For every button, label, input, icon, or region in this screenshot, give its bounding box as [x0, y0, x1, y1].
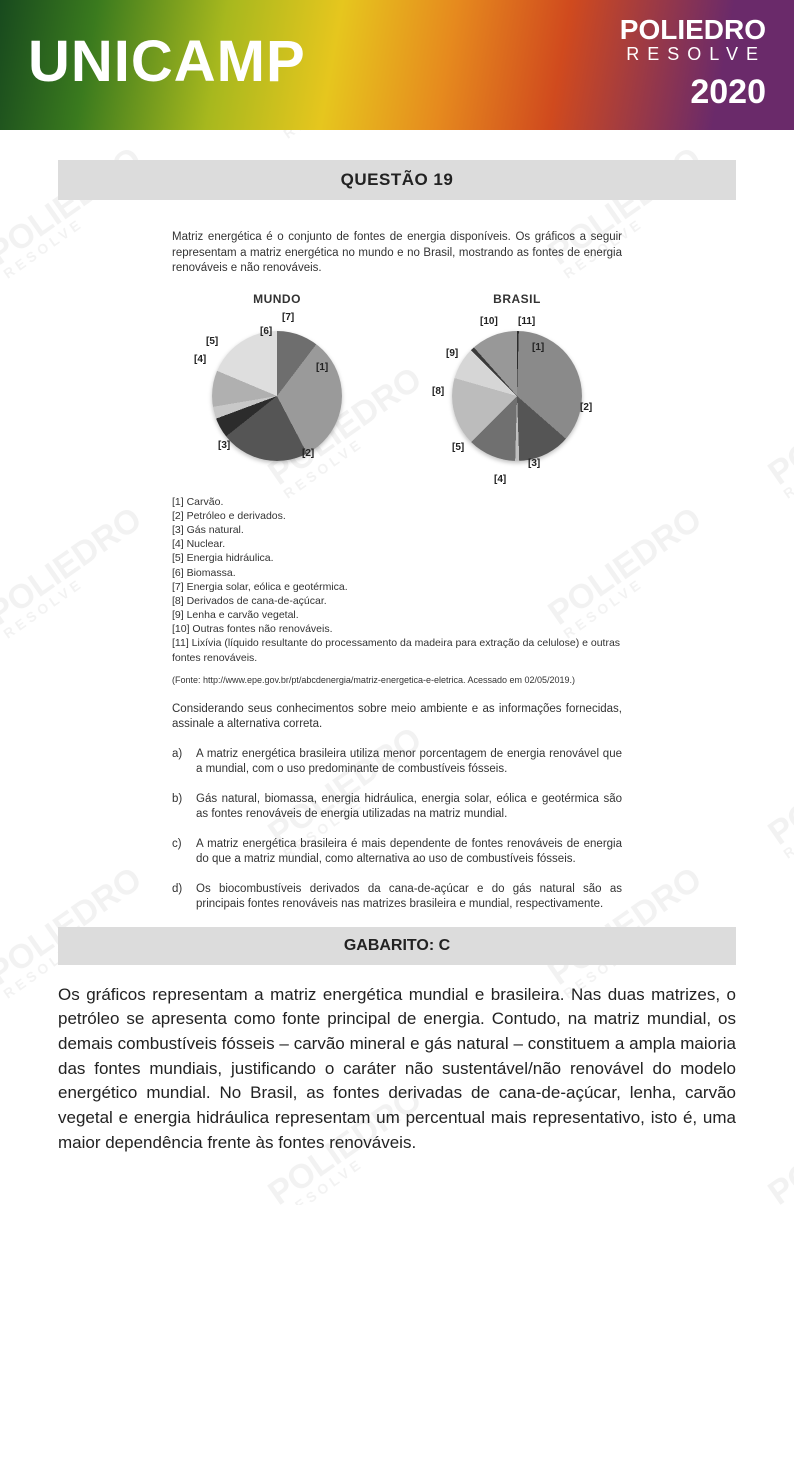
legend-item: [1] Carvão. [172, 495, 622, 509]
mundo-pie-wrap: [1] [2] [3] [4][5] [6] [7] [192, 311, 362, 481]
legend-item: [5] Energia hidráulica. [172, 551, 622, 565]
pie-slice-label: [4] [194, 353, 206, 367]
page-content: QUESTÃO 19 Matriz energética é o conjunt… [0, 130, 794, 1205]
legend-item: [10] Outras fontes não renováveis. [172, 622, 622, 636]
alternative-key: b) [172, 792, 196, 823]
alternative-key: d) [172, 882, 196, 913]
source-citation: (Fonte: http://www.epe.gov.br/pt/abcdene… [172, 675, 622, 686]
mundo-pie [212, 331, 342, 461]
alternative-text: Gás natural, biomassa, energia hidráulic… [196, 792, 622, 823]
pie-slice-label: [1] [532, 341, 544, 355]
alternative-text: A matriz energética brasileira é mais de… [196, 837, 622, 868]
brasil-pie [452, 331, 582, 461]
answer-title-bar: GABARITO: C [58, 927, 736, 965]
brasil-chart-col: BRASIL [1][2][3][4][5][8][9][10][11] [412, 291, 622, 481]
legend-item: [11] Lixívia (líquido resultante do proc… [172, 636, 622, 664]
pie-slice-label: [8] [432, 385, 444, 399]
mundo-chart-col: MUNDO [1] [2] [3] [4][5] [6] [7] [172, 291, 382, 481]
brasil-chart-title: BRASIL [412, 291, 622, 307]
pie-slice-label: [4] [494, 473, 506, 487]
pie-slice-label: [2] [302, 447, 314, 461]
alternatives-list: a)A matriz energética brasileira utiliza… [172, 747, 622, 913]
alternative: b)Gás natural, biomassa, energia hidrául… [172, 792, 622, 823]
alternative-text: Os biocombustíveis derivados da cana-de-… [196, 882, 622, 913]
pie-slice-label: [7] [282, 311, 294, 325]
question-intro: Matriz energética é o conjunto de fontes… [172, 230, 622, 277]
pie-slice-label: [10] [480, 315, 498, 329]
legend-item: [9] Lenha e carvão vegetal. [172, 608, 622, 622]
header-brand-sub: RESOLVE [620, 44, 766, 65]
pie-slice-label: [11] [518, 315, 535, 329]
header-year: 2020 [620, 73, 766, 112]
legend-item: [8] Derivados de cana-de-açúcar. [172, 594, 622, 608]
chart-legend: [1] Carvão.[2] Petróleo e derivados.[3] … [172, 495, 622, 665]
answer-explanation: Os gráficos representam a matriz energét… [58, 983, 736, 1165]
pie-slice-label: [9] [446, 347, 458, 361]
header-brand: POLIEDRO [620, 16, 766, 44]
charts-row: MUNDO [1][2][3][4][5][6][7] BRASIL [1][2… [172, 291, 622, 481]
pie-slice-label: [5] [452, 441, 464, 455]
alternative-text: A matriz energética brasileira utiliza m… [196, 747, 622, 778]
legend-item: [4] Nuclear. [172, 537, 622, 551]
pie-slice-label: [3] [528, 457, 540, 471]
header-left-title: UNICAMP [28, 28, 306, 95]
legend-item: [6] Biomassa. [172, 566, 622, 580]
alternative-key: a) [172, 747, 196, 778]
page-header: UNICAMP POLIEDRO RESOLVE 2020 [0, 0, 794, 130]
brasil-pie-wrap: [1][2][3][4][5][8][9][10][11] [432, 311, 602, 481]
question-title-bar: QUESTÃO 19 [58, 160, 736, 200]
pie-slice-label: [5] [206, 335, 218, 349]
question-body: Matriz energética é o conjunto de fontes… [172, 230, 622, 913]
alternative-key: c) [172, 837, 196, 868]
legend-item: [7] Energia solar, eólica e geotérmica. [172, 580, 622, 594]
pie-slice-label: [3] [218, 439, 230, 453]
legend-item: [3] Gás natural. [172, 523, 622, 537]
mundo-chart-title: MUNDO [172, 291, 382, 307]
pie-slice-label: [2] [580, 401, 592, 415]
alternative: a)A matriz energética brasileira utiliza… [172, 747, 622, 778]
alternative: c)A matriz energética brasileira é mais … [172, 837, 622, 868]
pie-slice-label: [6] [260, 325, 272, 339]
question-prompt: Considerando seus conhecimentos sobre me… [172, 702, 622, 733]
pie-slice-label: [1] [316, 361, 328, 375]
header-right-box: POLIEDRO RESOLVE 2020 [620, 16, 766, 112]
legend-item: [2] Petróleo e derivados. [172, 509, 622, 523]
alternative: d)Os biocombustíveis derivados da cana-d… [172, 882, 622, 913]
